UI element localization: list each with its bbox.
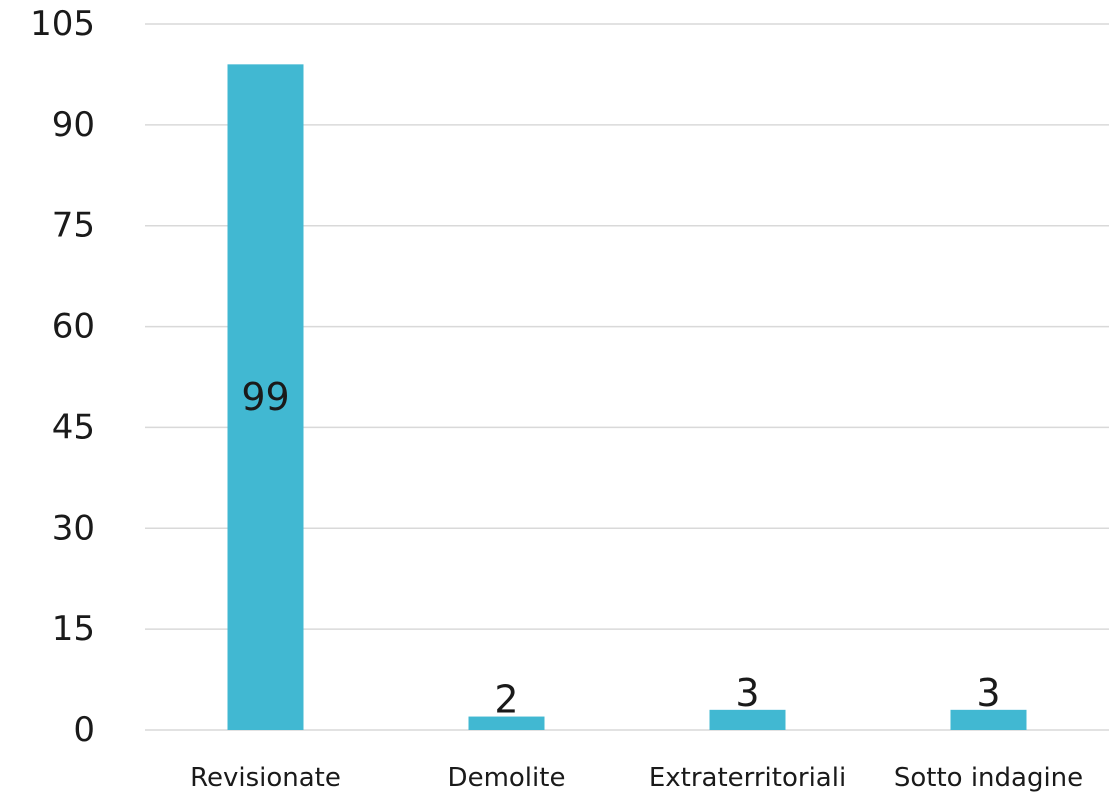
x-tick-label: Revisionate — [190, 763, 341, 793]
bar — [468, 716, 545, 730]
data-labels: 99 2 3 3 — [241, 375, 1000, 721]
y-tick-label: 15 — [52, 609, 95, 649]
data-label: 2 — [494, 678, 518, 722]
x-tick-label: Demolite — [448, 763, 566, 793]
y-axis-ticks: 0 15 30 45 60 75 90 105 — [30, 4, 95, 750]
bar — [227, 64, 304, 731]
x-tick-label: Sotto indagine — [894, 763, 1083, 793]
y-tick-label: 45 — [52, 407, 95, 447]
grid-lines — [145, 23, 1109, 731]
data-label: 99 — [241, 375, 289, 419]
data-label: 3 — [976, 671, 1000, 715]
y-tick-label: 105 — [30, 4, 95, 44]
y-tick-label: 0 — [73, 710, 95, 750]
y-tick-label: 75 — [52, 206, 95, 246]
bar — [709, 709, 786, 730]
x-tick-label: Extraterritoriali — [649, 763, 846, 793]
y-tick-label: 60 — [52, 307, 95, 347]
bars — [227, 64, 1027, 731]
x-axis-ticks: Revisionate Demolite Extraterritoriali Sott… — [190, 763, 1083, 793]
bar — [950, 709, 1027, 730]
data-label: 3 — [735, 671, 759, 715]
y-tick-label: 30 — [52, 508, 95, 548]
y-tick-label: 90 — [52, 105, 95, 145]
